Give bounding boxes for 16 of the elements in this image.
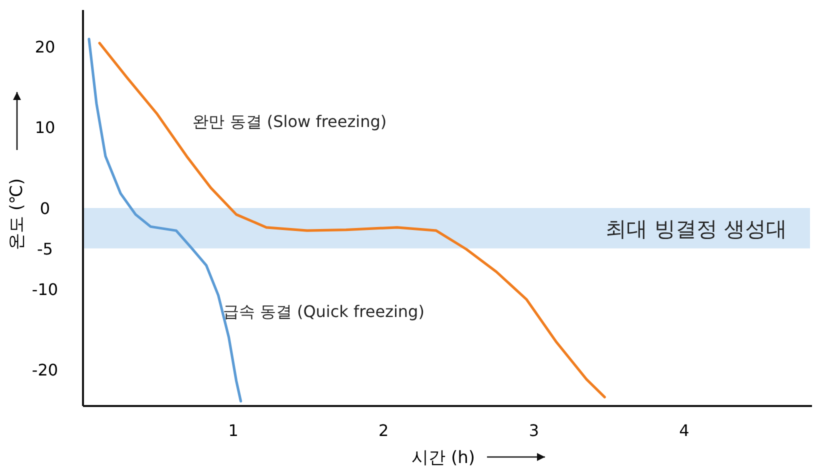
x-tick-label: 2 [378,421,389,440]
y-axis-title: 온도 (℃) [7,178,27,250]
y-tick-label: -10 [32,280,58,299]
band: 최대 빙결정 생성대 [83,208,810,248]
x-tick-label: 1 [228,421,238,440]
series-label: 완만 동결 (Slow freezing) [192,112,387,132]
x-axis-title: 시간 (h) [412,448,475,468]
y-tick-label: -20 [32,360,58,380]
series-label: 급속 동결 (Quick freezing) [222,302,424,322]
y-tick-label: 0 [40,199,50,218]
band-label: 최대 빙결정 생성대 [606,217,787,242]
y-tick-label: 10 [34,118,56,138]
x-tick-label: 4 [679,421,690,440]
y-tick-label: 20 [34,37,56,56]
x-tick-label: 3 [528,421,540,440]
y-tick-label: -5 [37,239,53,258]
